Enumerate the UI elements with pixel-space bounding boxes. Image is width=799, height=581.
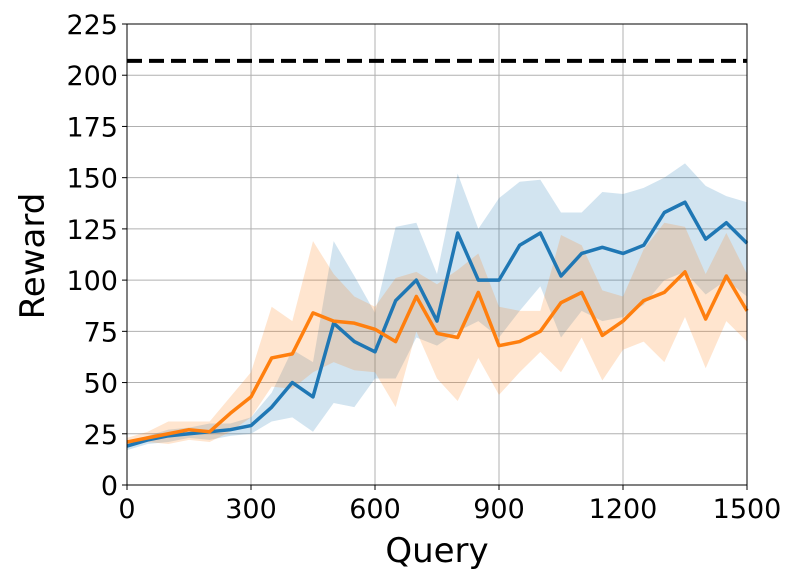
x-tick-label: 1500 [713,494,782,525]
y-tick-label: 100 [66,266,118,297]
series-1-band [127,163,747,451]
y-tick-label: 125 [66,215,118,246]
y-tick-label: 75 [84,317,118,348]
y-tick-label: 225 [66,10,118,41]
y-tick-labels: 0 25 50 75 100 125 150 175 200 225 [66,10,127,502]
x-axis-label: Query [385,531,488,571]
x-tick-label: 900 [473,494,525,525]
series-1-line [126,200,749,448]
plot-frame [126,23,748,486]
x-tick-labels: 0 300 600 900 1200 1500 [118,485,781,525]
series-lines [126,200,749,448]
confidence-bands [127,163,747,451]
y-tick-label: 50 [84,369,118,400]
y-tick-label: 200 [66,61,118,92]
y-axis-label: Reward [13,193,53,320]
y-tick-label: 175 [66,112,118,143]
x-tick-label: 600 [349,494,401,525]
series-2-line [126,270,749,444]
y-tick-label: 25 [84,420,118,451]
y-tick-label: 150 [66,164,118,195]
x-tick-label: 1200 [589,494,658,525]
x-tick-label: 0 [118,494,135,525]
x-tick-label: 300 [225,494,277,525]
y-tick-label: 0 [101,471,118,502]
